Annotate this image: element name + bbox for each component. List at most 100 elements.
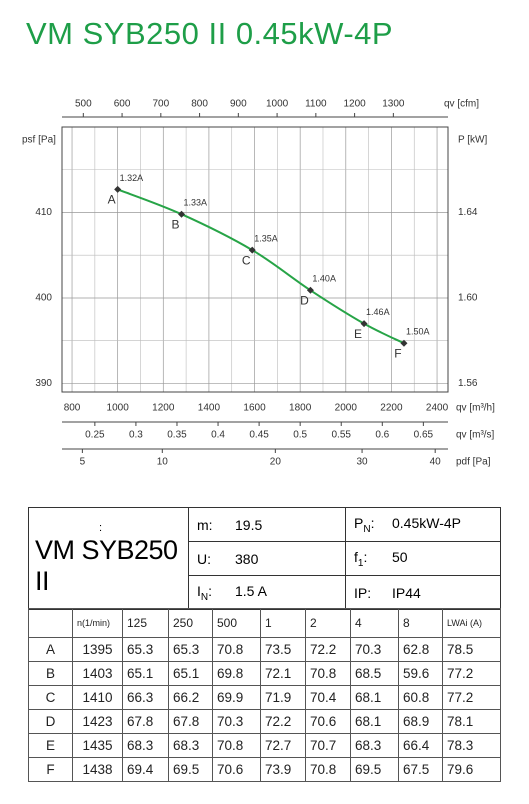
data-cell: 68.1	[350, 685, 399, 710]
x-tick-label: 1000	[107, 403, 130, 414]
y2-tick-label: 1.56	[458, 378, 478, 389]
extra-tick-label: 0.5	[293, 430, 307, 441]
data-cell: 70.3	[350, 637, 399, 662]
data-cell: 70.4	[305, 685, 351, 710]
y-tick-label: 400	[35, 293, 52, 304]
spec-symbol: I	[197, 582, 201, 599]
data-cell: 72.1	[260, 661, 306, 686]
point	[360, 320, 368, 328]
current-label: 1.40A	[312, 274, 336, 284]
data-cell: 73.5	[260, 637, 306, 662]
spec-label: PN:	[354, 514, 375, 535]
point-label: B	[172, 217, 180, 231]
top-tick-label: 700	[152, 99, 169, 110]
data-cell: 72.7	[260, 733, 306, 758]
x-tick-label: 1600	[243, 403, 266, 414]
data-row: B 1403 65.1 65.1 69.8 72.1 70.8 68.5 59.6 77.2	[28, 661, 501, 686]
data-cell: 70.7	[305, 733, 351, 758]
extra-tick-label: 0.6	[375, 430, 389, 441]
data-cell: 68.3	[168, 733, 213, 758]
data-cell: 1410	[72, 685, 123, 710]
extra-axis-label: qv [m³/s]	[456, 430, 495, 441]
data-cell: F	[28, 757, 73, 782]
data-row: D 1423 67.8 67.8 70.3 72.2 70.6 68.1 68.9 78.1	[28, 709, 501, 734]
spec-value: 1.5 A	[235, 582, 267, 599]
header-cell: n(1/min)	[72, 608, 123, 638]
data-cell: E	[28, 733, 73, 758]
header-cell: 250	[168, 608, 213, 638]
data-row: E 1435 68.3 68.3 70.8 72.7 70.7 68.3 66.4 78.3	[28, 733, 501, 758]
spec-symbol: m	[197, 516, 209, 533]
spec-symbol: f	[354, 548, 358, 565]
model-cell: : VM SYB250 II	[28, 507, 189, 610]
top-tick-label: 600	[114, 99, 131, 110]
data-cell: 69.5	[168, 757, 213, 782]
extra-tick-label: 5	[80, 457, 86, 468]
current-label: 1.33A	[184, 198, 208, 208]
data-cell: 68.3	[122, 733, 169, 758]
point	[400, 339, 408, 347]
header-cell	[28, 608, 73, 638]
spec-value: 0.45kW-4P	[392, 514, 461, 531]
data-cell: 65.1	[168, 661, 213, 686]
spec-cell: IN: 1.5 A	[188, 575, 346, 610]
data-cell: 69.5	[350, 757, 399, 782]
header-cell: 4	[350, 608, 399, 638]
model-name: VM SYB250 II	[35, 534, 178, 596]
top-tick-label: 1100	[305, 99, 327, 110]
spec-row: : VM SYB250 II m: 19.5 PN: 0.45kW-4P	[28, 507, 501, 610]
y2-tick-label: 1.60	[458, 293, 478, 304]
extra-tick-label: 0.65	[414, 430, 434, 441]
extra-tick-label: 0.55	[331, 430, 351, 441]
data-cell: 65.1	[122, 661, 169, 686]
data-cell: 73.9	[260, 757, 306, 782]
data-cell: 78.1	[442, 709, 501, 734]
data-cell: 70.3	[212, 709, 261, 734]
data-cell: 67.8	[168, 709, 213, 734]
extra-tick-label: 0.45	[249, 430, 269, 441]
header-cell: 2	[305, 608, 351, 638]
top-tick-label: 1300	[382, 99, 405, 110]
extra-tick-label: 0.3	[129, 430, 143, 441]
data-cell: 66.2	[168, 685, 213, 710]
spec-cell: f1: 50	[345, 541, 501, 576]
y-tick-label: 410	[35, 207, 52, 218]
data-cell: 72.2	[260, 709, 306, 734]
data-cell: 1435	[72, 733, 123, 758]
data-cell: 70.8	[212, 637, 261, 662]
data-row: C 1410 66.3 66.2 69.9 71.9 70.4 68.1 60.8 77.2	[28, 685, 501, 710]
data-cell: 70.8	[305, 661, 351, 686]
x-tick-label: 1800	[289, 403, 312, 414]
spec-cell: m: 19.5	[188, 507, 346, 542]
top-tick-label: 500	[75, 99, 92, 110]
sound-table: n(1/min) 125 250 500 1 2 4 8 LWAi (A) A 1395 65.3 65…	[28, 608, 501, 782]
data-cell: 60.8	[398, 685, 443, 710]
top-tick-label: 800	[191, 99, 208, 110]
top-tick-label: 1000	[266, 99, 289, 110]
x-axis-label: qv [m³/h]	[456, 403, 495, 414]
y-axis-label: psf [Pa]	[22, 135, 56, 146]
top-tick-label: 900	[230, 99, 247, 110]
current-label: 1.35A	[254, 233, 278, 243]
point-label: D	[300, 293, 309, 307]
header-cell: 1	[260, 608, 306, 638]
y2-tick-label: 1.64	[458, 207, 478, 218]
data-cell: 68.9	[398, 709, 443, 734]
spec-cell: PN: 0.45kW-4P	[345, 507, 501, 542]
y-tick-label: 390	[35, 378, 52, 389]
top-axis-label: qv [cfm]	[444, 99, 479, 110]
spec-label: IN:	[197, 582, 213, 603]
spec-value: 380	[235, 550, 259, 567]
model-note: :	[99, 522, 102, 534]
spec-cell: IP: IP44	[345, 575, 501, 610]
data-cell: 69.4	[122, 757, 169, 782]
spec-label: m:	[197, 516, 213, 533]
spec-symbol: U	[197, 550, 208, 567]
data-cell: 66.3	[122, 685, 169, 710]
current-label: 1.32A	[120, 173, 144, 183]
header-cell: 500	[212, 608, 261, 638]
data-cell: 1395	[72, 637, 123, 662]
data-cell: 77.2	[442, 661, 501, 686]
spec-sub: N	[363, 523, 371, 535]
point	[306, 286, 314, 294]
